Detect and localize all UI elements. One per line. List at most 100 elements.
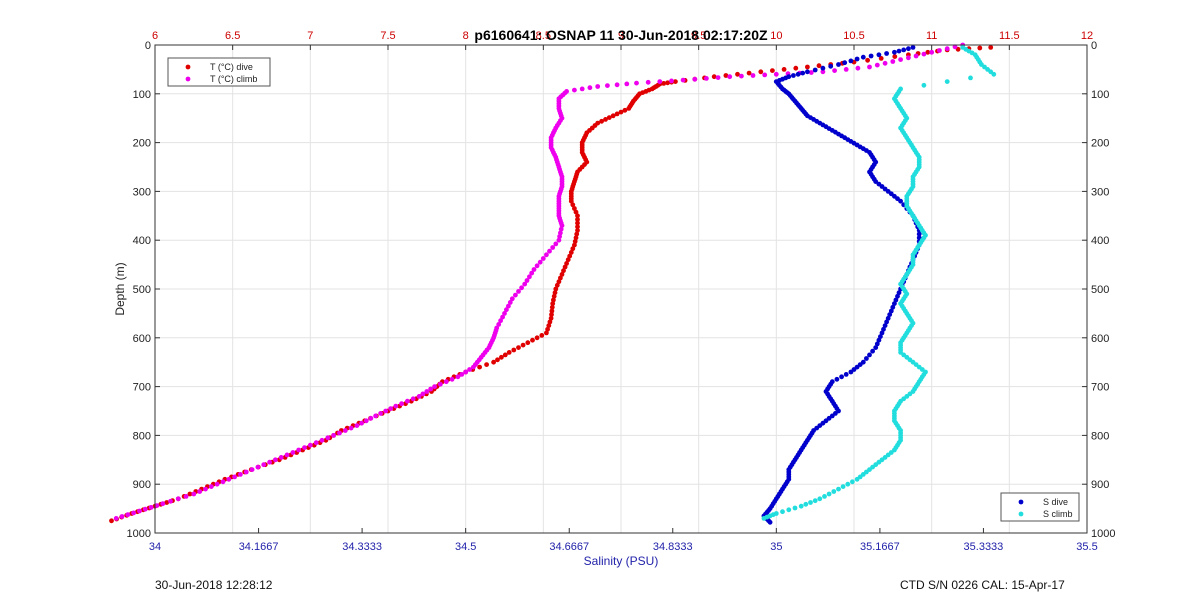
data-point	[761, 516, 767, 521]
data-point	[845, 481, 851, 487]
data-point	[551, 297, 556, 303]
data-point	[302, 445, 307, 450]
data-point	[125, 512, 131, 518]
data-point	[471, 364, 476, 370]
data-point	[520, 342, 526, 348]
data-point	[848, 58, 854, 64]
data-point	[805, 64, 810, 70]
data-point	[878, 334, 883, 339]
data-point	[467, 367, 472, 372]
data-point	[879, 330, 885, 336]
data-point	[937, 48, 942, 53]
data-point	[882, 60, 888, 66]
data-point	[405, 398, 410, 404]
data-point	[243, 469, 249, 475]
x-top-tick-label: 12	[1081, 30, 1093, 42]
data-point	[669, 78, 674, 84]
data-point	[558, 230, 563, 236]
data-point	[142, 506, 148, 512]
data-point	[680, 77, 686, 83]
data-point	[820, 65, 826, 71]
data-point	[913, 53, 919, 59]
data-point	[516, 345, 521, 350]
data-point	[773, 71, 779, 77]
data-point	[944, 46, 950, 52]
data-point	[463, 369, 469, 375]
data-point	[564, 261, 569, 266]
data-point	[410, 396, 416, 402]
legend-temperature: T (°C) dive T (°C) climb	[167, 57, 271, 87]
data-point	[816, 63, 822, 69]
data-point	[793, 65, 799, 71]
data-point	[424, 389, 430, 394]
data-point	[603, 117, 608, 122]
data-point	[459, 372, 465, 377]
y-tick-label-right: 400	[1091, 235, 1109, 247]
footer-timestamp: 30-Jun-2018 12:28:12	[155, 578, 273, 592]
data-point	[502, 311, 507, 316]
data-point	[661, 81, 667, 86]
data-point	[826, 491, 832, 497]
data-point	[828, 63, 834, 69]
data-point	[354, 423, 360, 428]
data-point	[805, 69, 810, 75]
data-point	[887, 312, 893, 317]
data-point	[113, 516, 119, 521]
data-point	[991, 71, 997, 77]
data-point	[359, 420, 364, 426]
data-point	[570, 246, 576, 252]
data-point	[570, 202, 576, 208]
data-point	[531, 267, 537, 272]
data-point	[562, 264, 568, 270]
data-point	[882, 323, 888, 328]
data-point	[579, 86, 585, 92]
data-point	[890, 304, 896, 310]
x-top-tick-label: 10.5	[843, 30, 864, 42]
data-point	[499, 354, 504, 360]
data-point	[313, 440, 319, 446]
data-point	[746, 70, 752, 76]
x-bottom-tick-label: 35	[770, 541, 782, 553]
series-s-climb	[761, 45, 997, 521]
data-point	[626, 106, 632, 111]
data-point	[762, 72, 768, 78]
data-point	[572, 242, 577, 248]
y-tick-label-left: 100	[133, 89, 151, 101]
y-tick-label-right: 200	[1091, 138, 1109, 150]
data-point	[575, 224, 580, 230]
x-bottom-tick-label: 35.5	[1076, 541, 1097, 553]
data-point	[516, 289, 521, 294]
y-tick-label-right: 800	[1091, 430, 1109, 442]
data-point	[556, 279, 562, 285]
data-point	[420, 391, 426, 397]
x-bottom-tick-label: 34.1667	[239, 541, 279, 553]
y-tick-label-right: 100	[1091, 89, 1109, 101]
data-point	[547, 319, 553, 325]
x-top-tick-label: 8	[463, 30, 469, 42]
x-top-tick-label: 7.5	[380, 30, 395, 42]
legend-marker	[1018, 511, 1024, 517]
y-tick-label-right: 600	[1091, 333, 1109, 345]
x-top-tick-label: 10	[770, 30, 782, 42]
x-top-tick-label: 7	[307, 30, 313, 42]
data-point	[893, 297, 899, 303]
data-point	[614, 82, 620, 88]
data-point	[553, 241, 559, 247]
y-tick-label-left: 900	[133, 479, 151, 491]
data-point	[131, 510, 137, 516]
data-point	[812, 67, 818, 73]
data-point	[925, 49, 931, 55]
data-point	[325, 435, 331, 441]
data-point	[704, 76, 709, 81]
data-point	[614, 111, 620, 117]
data-point	[834, 376, 840, 382]
data-point	[892, 49, 897, 55]
data-point	[432, 384, 437, 389]
x-top-tick-label: 9.5	[691, 30, 706, 42]
data-point	[546, 323, 552, 328]
data-point	[839, 374, 844, 380]
data-point	[812, 498, 818, 504]
data-point	[952, 44, 958, 50]
data-point	[249, 467, 255, 472]
y-tick-label-left: 400	[133, 235, 151, 247]
